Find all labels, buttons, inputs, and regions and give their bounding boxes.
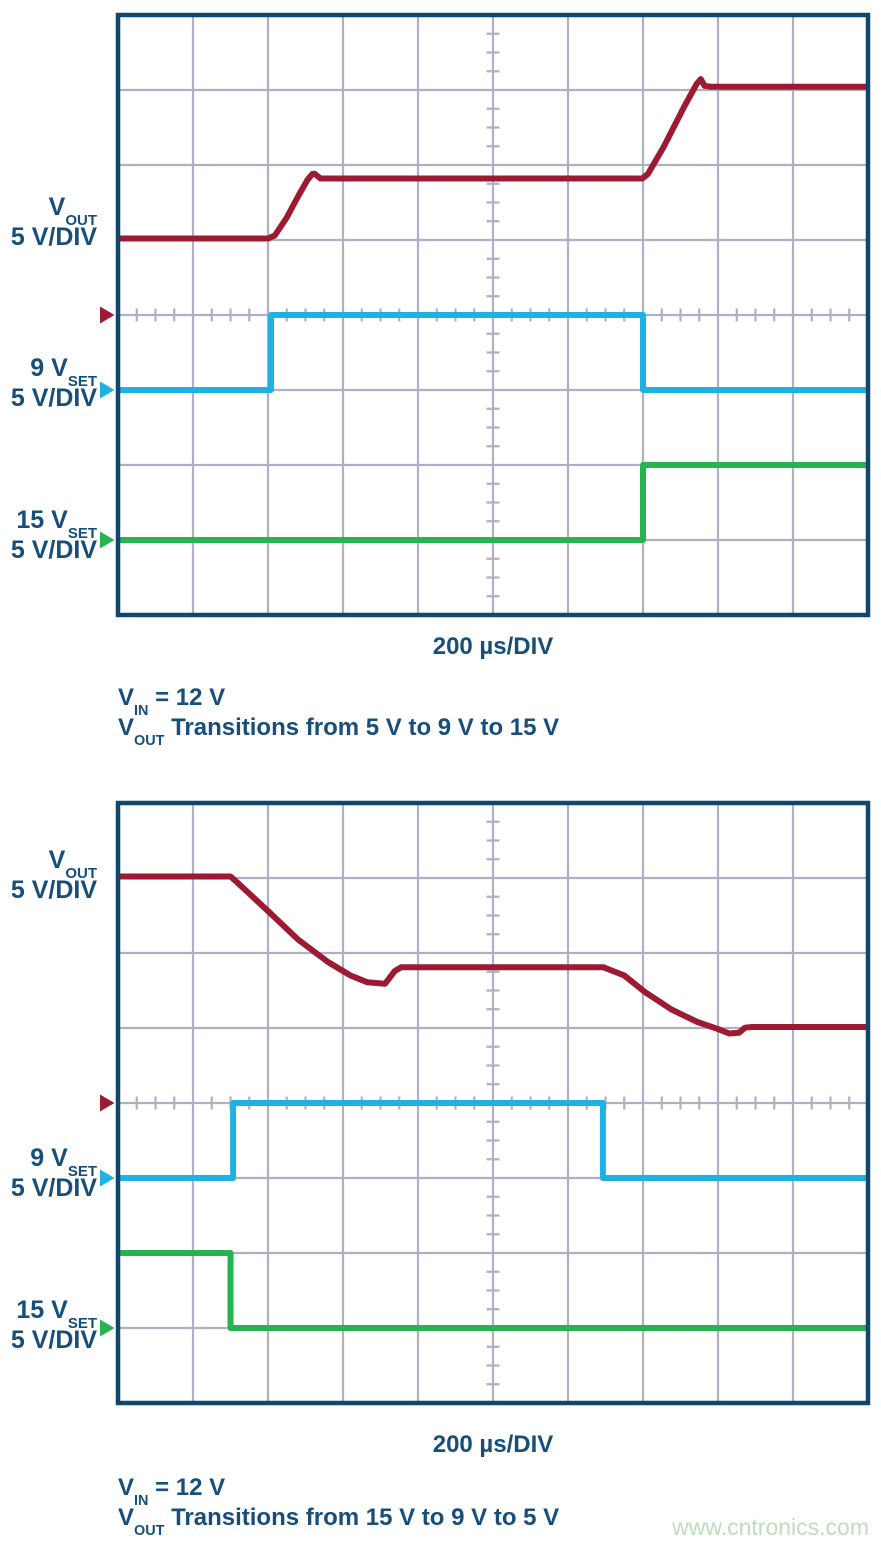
caption-1-line2: VOUT Transitions from 5 V to 9 V to 15 V (118, 714, 560, 749)
caption-1-line1: VIN = 12 V (118, 684, 226, 719)
trace-label-vset9-2-name: 9 VSET (30, 1144, 97, 1181)
trace-vset15-1 (118, 462, 868, 543)
trace-label-vset15-2-name: 15 VSET (16, 1296, 97, 1333)
ground-marker-vset15-1 (100, 531, 115, 549)
trace-label-vset9-1-scale: 5 V/DIV (10, 384, 97, 412)
caption-2: VIN = 12 V VOUT Transitions from 15 V to… (118, 1473, 738, 1539)
trace-vout-2 (118, 873, 868, 1037)
time-scale-label-1: 200 µs/DIV (432, 633, 554, 660)
trace-label-vset9-2: 9 VSET 5 V/DIV (0, 1143, 97, 1203)
trace-label-vset15-1-scale: 5 V/DIV (10, 536, 97, 564)
trace-label-vout-1-name: VOUT (48, 193, 97, 230)
trace-label-vset15-1: 15 VSET 5 V/DIV (0, 505, 97, 565)
trace-label-vout-2: VOUT 5 V/DIV (0, 845, 97, 905)
trace-vset9-1 (118, 312, 868, 393)
trace-label-vout-2-name: VOUT (48, 846, 97, 883)
caption-2-line1: VIN = 12 V (118, 1474, 226, 1509)
trace-vout-1 (118, 76, 868, 242)
trace-label-vset15-1-name: 15 VSET (16, 506, 97, 543)
plot-border-2 (115, 800, 871, 1406)
trace-label-vset15-2-scale: 5 V/DIV (10, 1326, 97, 1354)
ground-marker-vout-1 (100, 306, 115, 324)
ground-marker-vset9-2 (100, 1169, 115, 1187)
trace-label-vset9-1: 9 VSET 5 V/DIV (0, 353, 97, 413)
trace-vset9-2 (118, 1100, 868, 1181)
trace-label-vout-1: VOUT 5 V/DIV (0, 192, 97, 252)
trace-label-vset9-1-name: 9 VSET (30, 354, 97, 391)
ground-marker-vset9-1 (100, 381, 115, 399)
ground-marker-vout-2 (100, 1094, 115, 1112)
trace-label-vset9-2-scale: 5 V/DIV (10, 1174, 97, 1202)
caption-2-line2: VOUT Transitions from 15 V to 9 V to 5 V (118, 1504, 560, 1539)
time-scale-label-2: 200 µs/DIV (432, 1431, 554, 1458)
plot-border-1 (115, 12, 871, 618)
trace-vset15-2 (118, 1250, 868, 1331)
trace-label-vset15-2: 15 VSET 5 V/DIV (0, 1295, 97, 1355)
caption-1: VIN = 12 V VOUT Transitions from 5 V to … (118, 683, 738, 749)
trace-label-vout-2-scale: 5 V/DIV (10, 876, 97, 904)
ground-marker-vset15-2 (100, 1319, 115, 1337)
watermark-text: www.cntronics.com (672, 1514, 869, 1540)
trace-label-vout-1-scale: 5 V/DIV (10, 223, 97, 251)
